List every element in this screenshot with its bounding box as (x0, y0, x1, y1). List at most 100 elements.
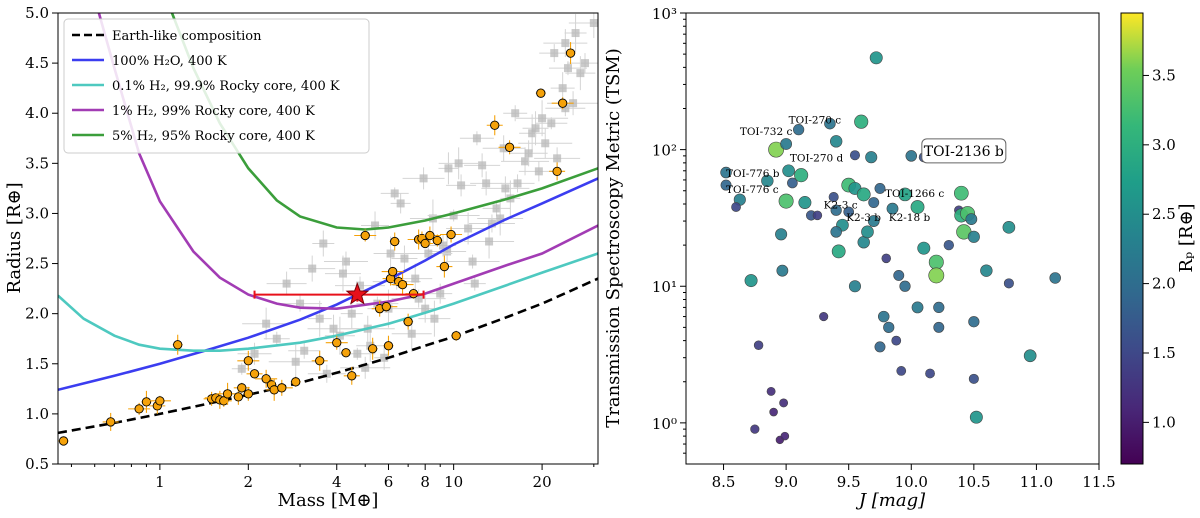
tsm-planet-point (917, 241, 931, 255)
planet-point (381, 302, 391, 312)
planet-annotation: K2-18 b (889, 212, 931, 224)
left-ytick-label: 4.0 (25, 104, 49, 122)
imprecise-planet-point (400, 254, 409, 263)
tsm-planet-point (830, 226, 842, 238)
planet-annotation: TOI-1266 c (885, 188, 944, 200)
tsm-planet-point (775, 228, 788, 241)
tsm-planet-point (776, 264, 789, 277)
planet-point (504, 142, 515, 152)
imprecise-planet-point (482, 179, 491, 188)
planet-point (360, 230, 370, 241)
right-axes-frame (685, 12, 1100, 465)
tsm-planet-point (768, 141, 785, 158)
right-xtick-label: 10.5 (957, 473, 990, 491)
tsm-planet-point (969, 410, 983, 424)
tsm-planet-point (967, 230, 980, 243)
right-y-axis-label: Transmission Spectroscopy Metric (TSM) (603, 48, 624, 428)
imprecise-planet-point (492, 204, 501, 213)
planet-annotation: TOI-776 c (726, 184, 779, 196)
planet-point (249, 369, 260, 379)
tsm-planet-point (896, 366, 907, 376)
left-xtick-label: 1 (155, 473, 165, 491)
right-xtick-label: 9.0 (774, 473, 798, 491)
tsm-planet-point (953, 185, 969, 201)
toi-2136b-label: TOI-2136 b (924, 144, 1004, 160)
imprecise-planet-point (300, 346, 309, 355)
tsm-planet-point (867, 215, 880, 227)
imprecise-planet-point (250, 349, 259, 358)
imprecise-planet-point (356, 281, 365, 290)
tsm-planet-point (911, 301, 924, 314)
tsm-planet-point (766, 386, 776, 396)
left-legend: Earth-like composition 100% H₂O, 400 K 0… (63, 18, 370, 154)
toi-2136b-label-box (921, 138, 1007, 164)
left-xtick-label: 2 (244, 473, 254, 491)
planet-annotation: TOI-732 c (740, 126, 793, 138)
imprecise-planet-point (371, 221, 380, 230)
tsm-planet-point (881, 253, 891, 264)
tsm-planet-point (779, 398, 789, 408)
imprecise-planet-point (561, 39, 570, 48)
curve-0 (58, 277, 598, 435)
tsm-planet-point (769, 407, 778, 417)
tsm-planet-point (798, 196, 812, 209)
colorbar-label: Rₚ [R⊕] (1176, 203, 1197, 272)
planet-point (237, 383, 247, 393)
tsm-planet-point (928, 267, 945, 284)
colorbar-tick-label: 2.0 (1152, 275, 1176, 293)
imprecise-planet-point (478, 161, 487, 170)
tsm-planet-point (848, 280, 861, 293)
legend-label-h2-5: 5% H₂, 95% Rocky core, 400 K (112, 129, 315, 144)
planet-point (155, 396, 165, 406)
curve-1 (58, 177, 598, 392)
tsm-planet-point (753, 340, 764, 350)
planet-point (425, 230, 435, 241)
tsm-planet-point (731, 202, 741, 212)
tsm-planet-point (883, 321, 895, 333)
planet-point (261, 374, 271, 384)
imprecise-planet-point (272, 334, 281, 343)
tsm-planet-point (933, 321, 945, 333)
tsm-planet-point (849, 150, 860, 161)
imprecise-planet-point (296, 299, 305, 308)
imprecise-planet-point (341, 257, 350, 266)
left-ytick-label: 3.5 (25, 154, 49, 172)
planet-annotation: TOI-776 b (726, 168, 780, 180)
imprecise-planet-point (541, 139, 550, 148)
left-y-ticks: 0.5 1.0 1.5 2.0 2.5 3.0 3.5 4.0 4.5 5.0 (25, 4, 58, 473)
imprecise-planet-point (322, 369, 331, 378)
imprecise-planet-point (531, 124, 540, 133)
planet-point (536, 88, 546, 98)
imprecise-planets-layer (231, 13, 598, 383)
left-ytick-label: 1.5 (25, 355, 49, 373)
left-ytick-label: 1.0 (25, 405, 49, 423)
colorbar-ticks: 1.0 1.5 2.0 2.5 3.0 3.5 (1143, 66, 1176, 431)
planet-point (332, 338, 342, 348)
right-x-ticks: 8.5 9.0 9.5 10.0 10.5 11.0 11.5 (712, 464, 1116, 491)
colorbar-tick-label: 3.5 (1152, 66, 1176, 84)
tsm-planet-point (856, 187, 871, 202)
imprecise-planet-point (472, 134, 481, 143)
left-ytick-label: 2.5 (25, 255, 49, 273)
tsm-planet-point (750, 424, 760, 434)
imprecise-planet-point (496, 214, 505, 223)
imprecise-planet-point (414, 294, 423, 303)
imprecise-planet-point (353, 349, 362, 358)
imprecise-planet-point (282, 279, 291, 288)
imprecise-planet-point (454, 159, 463, 168)
tsm-planet-point (933, 301, 945, 314)
left-xtick-label: 20 (533, 473, 552, 491)
tsm-planet-point (787, 177, 798, 189)
tsm-planet-point (886, 202, 899, 215)
imprecise-planet-point (430, 314, 439, 323)
imprecise-planet-point (329, 324, 338, 333)
tsm-planet-point (812, 210, 823, 221)
imprecise-planet-point (444, 164, 453, 173)
colorbar-tick-label: 2.5 (1152, 205, 1176, 223)
tsm-planet-point (980, 264, 993, 277)
right-x-axis-label: J [mag] (855, 490, 926, 511)
planet-point (243, 356, 253, 366)
imprecise-planet-point (396, 199, 405, 208)
